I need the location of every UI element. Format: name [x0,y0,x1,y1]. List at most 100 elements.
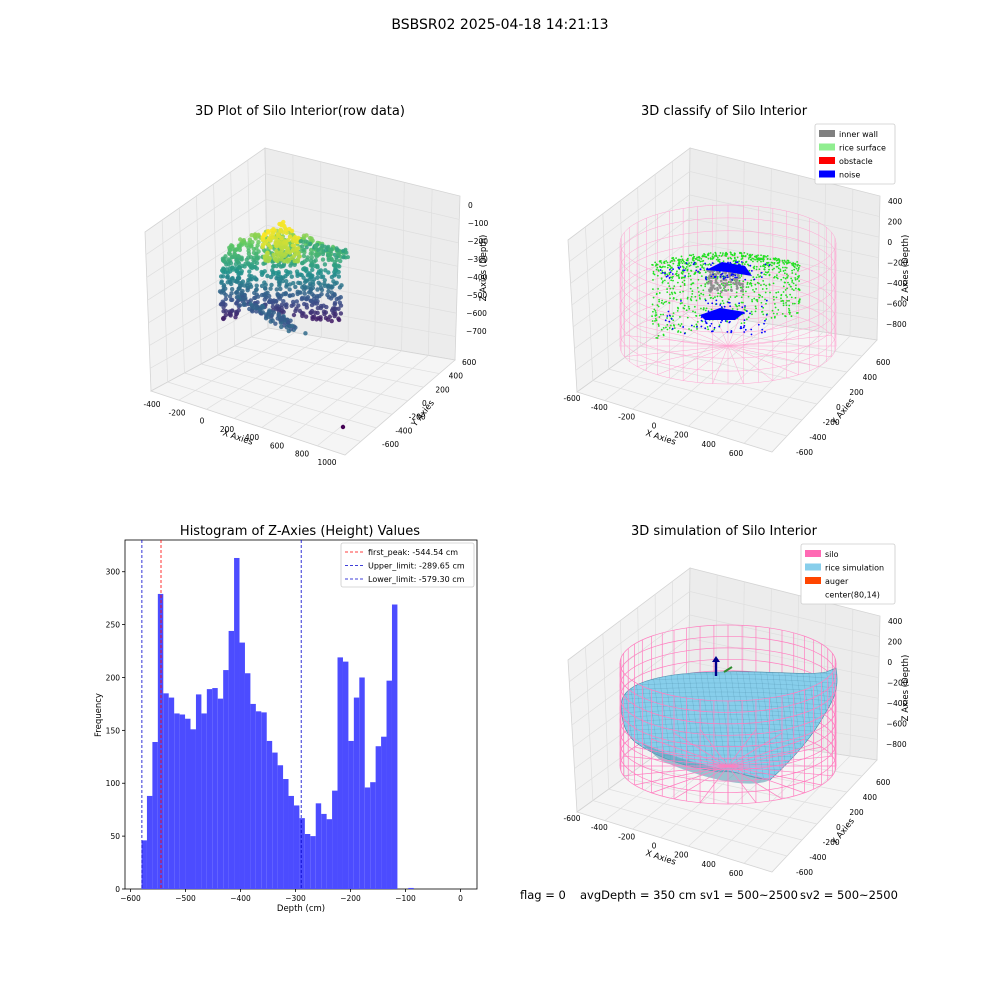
histogram-bar [283,779,289,889]
p1-point [234,311,239,316]
p2-rice-point [661,270,664,272]
p2-rice-point [673,285,676,288]
p2-noise-point [704,320,707,323]
p2-rice-point [763,263,765,266]
p2-rice-point [672,315,674,318]
p1-point [229,287,235,292]
p2-rice-point [692,310,694,313]
p1-point [270,304,276,310]
p3-x-tick-label: 0 [458,894,463,903]
p3-x-tick-label: −400 [230,894,251,903]
p2-rice-point [671,293,674,295]
p1-point [300,285,305,290]
histogram-bar [304,834,311,889]
p2-rice-point [784,266,787,269]
legend-swatch [819,130,835,137]
p1-point [315,275,320,280]
p1-point [274,249,279,254]
p4-z-tick-label: −600 [886,720,907,729]
p1-point [277,281,282,286]
grid-line [632,319,743,410]
histogram-bar [337,657,343,889]
p1-point [337,300,343,305]
p2-rice-point [675,274,678,277]
legend-entry: Lower_limit: -579.30 cm [368,575,465,584]
p1-point [284,325,290,330]
p2-rice-point [793,268,796,271]
p2-rice-point [729,251,732,254]
p2-rice-point [767,265,770,268]
p1-point [262,297,267,302]
p2-rice-point [684,262,687,265]
histogram-bar [353,697,360,889]
p1-point [336,306,341,311]
p2-rice-point [683,307,686,310]
p1-point [315,310,320,316]
p2-rice-point [717,259,720,261]
p2-noise-point [740,261,743,263]
p2-rice-point [781,312,784,315]
p1-point [304,257,310,263]
p2-rice-point [773,263,776,265]
p2-rice-point [701,255,704,258]
p2-noise-point [704,299,707,302]
p2-rice-point [695,262,698,265]
p2-rice-point [697,290,700,293]
p2-rice-point [690,261,693,264]
p2-rice-point [772,296,775,298]
p2-rice-point [660,277,663,280]
p1-point [301,247,306,252]
p2-rice-point [738,279,741,282]
p2-rice-point [766,254,769,257]
p2-wall-point [714,277,718,281]
p2-rice-point [767,261,769,264]
histogram-bar [141,840,147,889]
p1-point [303,314,309,319]
p1-point [296,280,301,286]
p2-x-tick-label: 600 [729,449,744,458]
p2-rice-point [688,328,690,330]
p4-y-tick-label: 0 [836,823,841,832]
p2-rice-point [655,312,657,314]
silo-spoke [651,765,729,794]
p1-point [284,302,289,307]
silo-spoke [699,765,729,803]
p2-rice-point [689,287,692,290]
p3-y-tick-label: 0 [115,885,120,894]
p1-point [288,263,293,268]
p2-rice-point [779,270,782,273]
p1-point [260,237,265,243]
p2-rice-point [740,301,743,304]
p2-noise-point [757,323,760,326]
p2-rice-point [669,297,671,300]
surface-mesh-line [621,718,838,725]
p2-rice-point [669,261,672,263]
p2-rice-point [751,299,753,301]
p1-point [243,295,248,301]
p2-rice-point [687,275,690,278]
p1-point [221,287,226,293]
p2-rice-point [689,298,692,300]
p2-rice-point [654,318,657,320]
p2-rice-point [731,254,734,257]
p1-point [310,314,315,320]
p1-point [314,295,320,300]
p2-rice-point [681,281,684,284]
p2-noise-point [670,318,673,320]
p1-point [279,324,284,330]
grid-line [569,171,690,262]
legend-swatch [819,170,835,178]
p2-wall-point [725,282,729,285]
p2-rice-point [702,263,705,266]
p2-rice-point [668,273,671,276]
grid-line [178,207,185,374]
p2-rice-point [719,295,722,298]
p2-noise-point [719,275,722,278]
p2-wall-point [724,272,727,275]
p2-rice-point [724,254,727,257]
grid-line [608,788,803,841]
p2-rice-point [759,265,762,268]
p2-noise-point [710,275,713,278]
p2-rice-point [676,310,679,312]
